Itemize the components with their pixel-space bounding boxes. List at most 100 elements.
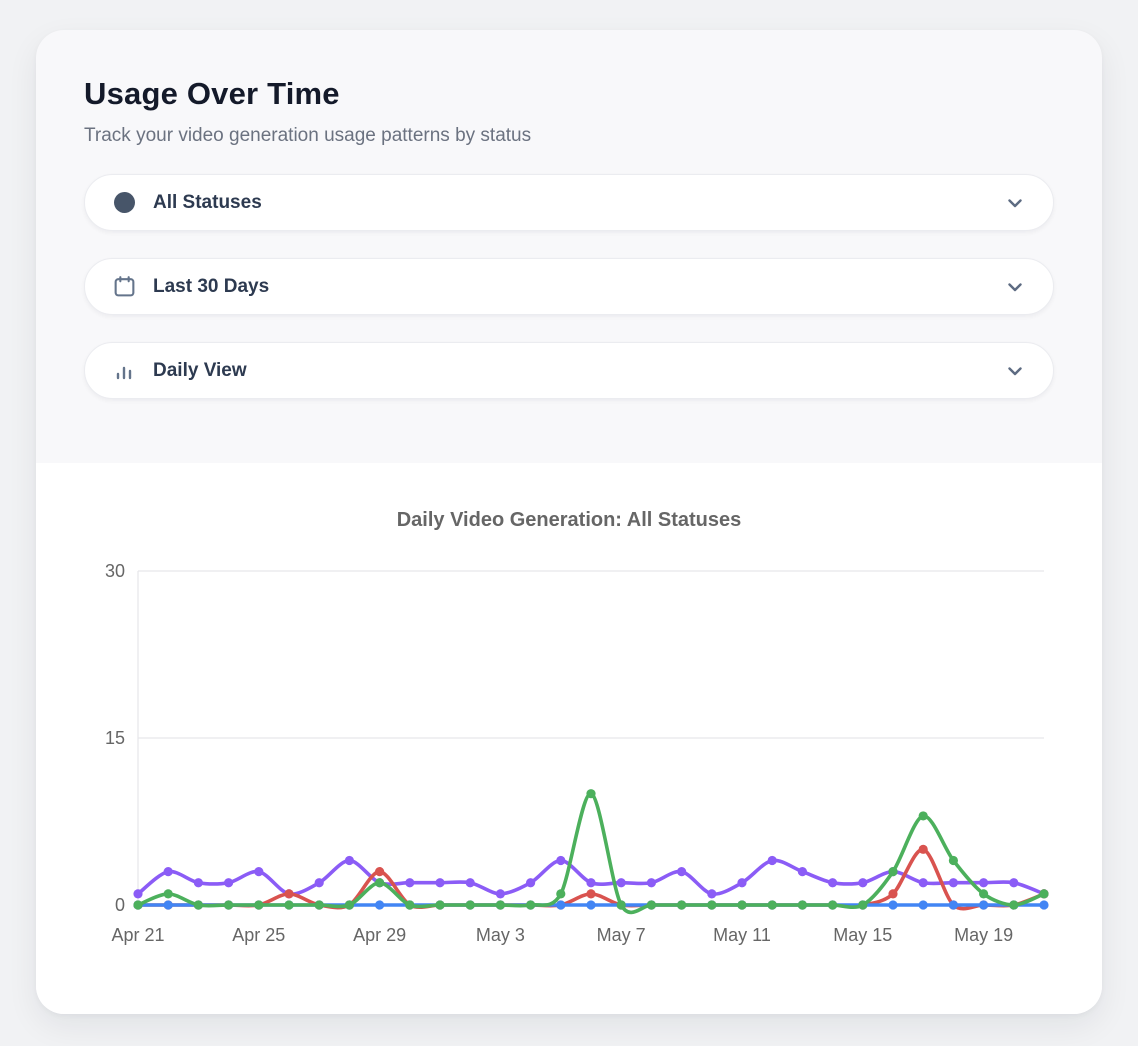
svg-text:0: 0 <box>115 895 125 915</box>
data-point-purple <box>133 889 143 899</box>
view-mode-dropdown[interactable]: Daily View <box>84 342 1054 399</box>
data-point-purple <box>556 855 566 866</box>
data-point-purple <box>858 878 868 888</box>
data-point-red <box>586 889 596 899</box>
data-point-purple <box>435 878 445 888</box>
chevron-down-icon <box>1003 191 1027 215</box>
chart-section: Daily Video Generation: All Statuses 0 15… <box>36 463 1102 1014</box>
data-point-purple <box>767 855 777 866</box>
data-point-purple <box>828 878 838 888</box>
data-point-blue <box>556 900 566 910</box>
data-point-purple <box>1009 878 1019 888</box>
data-point-blue <box>1039 900 1049 910</box>
data-point-red <box>284 889 294 899</box>
data-point-blue <box>979 900 989 910</box>
line-chart-canvas: 0 15 30 Apr 21 Apr 25 Apr 29 May 3 May 7 May 11 M… <box>105 561 1049 945</box>
data-point-green <box>828 900 838 910</box>
data-point-blue <box>375 900 385 910</box>
data-point-purple <box>797 867 808 877</box>
data-point-green <box>465 900 475 910</box>
data-point-purple <box>163 867 173 877</box>
data-point-green <box>284 900 294 910</box>
data-point-green <box>1009 900 1019 910</box>
data-point-green <box>344 900 354 910</box>
svg-text:May 11: May 11 <box>713 925 771 945</box>
data-point-green <box>133 900 143 910</box>
data-point-green <box>707 900 717 910</box>
data-point-green <box>495 900 505 910</box>
data-point-purple <box>344 855 354 866</box>
view-mode-label: Daily View <box>153 359 247 381</box>
svg-text:May 3: May 3 <box>476 925 525 945</box>
status-filter-label: All Statuses <box>153 191 262 213</box>
data-point-green <box>586 789 596 799</box>
data-point-blue <box>586 900 596 910</box>
data-point-purple <box>314 878 324 888</box>
data-point-green <box>918 811 928 821</box>
calendar-icon <box>111 274 137 299</box>
data-point-red <box>918 844 928 854</box>
date-range-dropdown[interactable]: Last 30 Days <box>84 258 1054 315</box>
status-filter-dropdown[interactable]: All Statuses <box>84 174 1054 231</box>
data-point-purple <box>737 878 747 888</box>
data-point-purple <box>405 878 415 888</box>
data-point-purple <box>586 878 596 888</box>
data-point-purple <box>495 889 505 899</box>
data-point-purple <box>707 889 717 899</box>
chevron-down-icon <box>1003 275 1027 299</box>
data-point-purple <box>224 878 234 888</box>
data-point-blue <box>948 900 959 910</box>
svg-text:Apr 21: Apr 21 <box>111 925 164 945</box>
svg-text:May 7: May 7 <box>597 925 646 945</box>
data-point-purple <box>526 878 536 888</box>
data-point-green <box>254 900 264 910</box>
data-point-green <box>797 900 808 910</box>
data-point-purple <box>193 878 203 888</box>
data-point-purple <box>948 878 959 888</box>
data-point-green <box>435 900 445 910</box>
data-point-green <box>888 867 898 877</box>
page-title: Usage Over Time <box>84 76 340 111</box>
data-point-green <box>948 855 959 866</box>
data-point-green <box>616 900 626 910</box>
data-point-green <box>405 900 415 910</box>
data-point-green <box>526 900 536 910</box>
data-point-blue <box>918 900 928 910</box>
data-point-red <box>375 867 385 877</box>
svg-text:May 19: May 19 <box>954 925 1013 945</box>
data-point-green <box>163 889 173 899</box>
data-point-green <box>314 900 324 910</box>
data-point-green <box>737 900 747 910</box>
svg-text:30: 30 <box>105 561 125 581</box>
card-header: Usage Over Time Track your video generat… <box>36 30 1102 439</box>
data-point-blue <box>888 900 898 910</box>
bar-chart-icon <box>111 359 137 383</box>
svg-text:Apr 25: Apr 25 <box>232 925 285 945</box>
usage-card: Usage Over Time Track your video generat… <box>36 30 1102 1014</box>
data-point-purple <box>616 878 626 888</box>
chevron-down-icon <box>1003 359 1027 383</box>
data-point-green <box>979 889 989 899</box>
data-point-purple <box>646 878 657 888</box>
data-point-green <box>677 900 687 910</box>
svg-text:May 15: May 15 <box>833 925 892 945</box>
date-range-label: Last 30 Days <box>153 275 270 297</box>
svg-text:Apr 29: Apr 29 <box>353 925 406 945</box>
data-point-green <box>375 878 385 888</box>
data-point-red <box>888 889 898 899</box>
data-point-purple <box>465 878 475 888</box>
data-point-purple <box>254 867 264 877</box>
data-point-purple <box>979 878 989 888</box>
data-point-green <box>767 900 777 910</box>
data-point-green <box>646 900 657 910</box>
data-point-green <box>1039 889 1049 899</box>
data-point-blue <box>163 900 173 910</box>
svg-text:15: 15 <box>105 728 125 748</box>
data-point-purple <box>677 867 687 877</box>
data-point-green <box>858 900 868 910</box>
data-point-green <box>556 889 566 899</box>
data-point-green <box>193 900 203 910</box>
data-point-purple <box>918 878 928 888</box>
page-subtitle: Track your video generation usage patter… <box>84 125 532 146</box>
chart-title: Daily Video Generation: All Statuses <box>396 509 742 531</box>
